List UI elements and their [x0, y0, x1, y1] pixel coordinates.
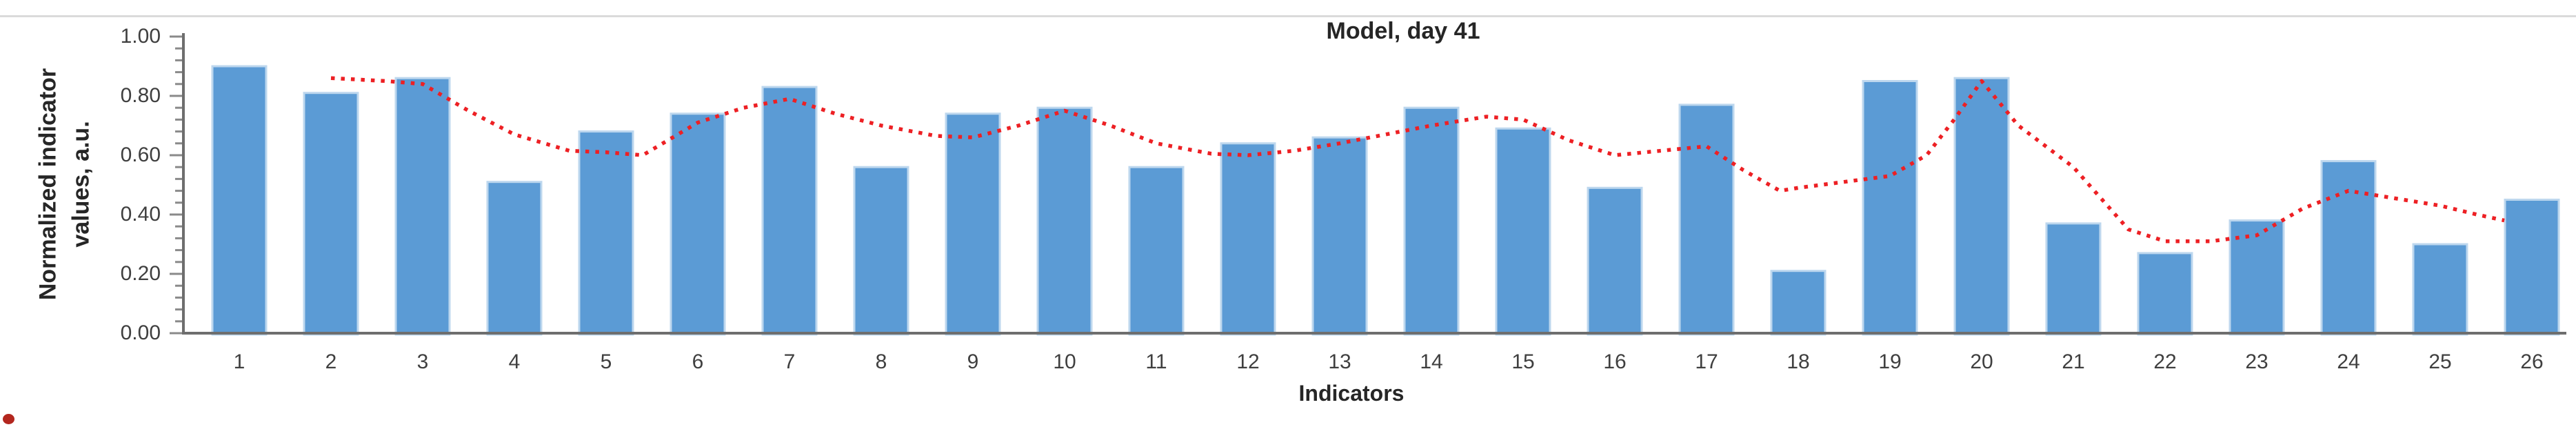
figure-top-border	[0, 15, 2576, 17]
bar-indicator-8	[853, 166, 909, 336]
y-tick-label-0.60: 0.60	[120, 143, 161, 166]
x-tick-label-3: 3	[416, 350, 429, 373]
x-tick-label-5: 5	[600, 350, 612, 373]
bar-indicator-22	[2137, 252, 2193, 336]
y-tick-label-0.20: 0.20	[120, 262, 161, 285]
bar-indicator-2	[303, 92, 359, 336]
trend-dotted-line	[330, 76, 2505, 244]
cropped-text-artifact	[3, 414, 14, 424]
bar-indicator-26	[2504, 199, 2560, 336]
x-tick-label-23: 23	[2245, 350, 2268, 373]
bar-indicator-7	[761, 86, 818, 336]
x-tick-label-22: 22	[2153, 350, 2177, 373]
x-tick-label-9: 9	[967, 350, 979, 373]
y-tick-label-0.80: 0.80	[120, 84, 161, 107]
x-tick-label-10: 10	[1053, 350, 1076, 373]
bar-indicator-20	[1953, 77, 2010, 336]
x-tick-label-26: 26	[2520, 350, 2544, 373]
bar-indicator-1	[211, 65, 268, 336]
bar-indicator-6	[670, 112, 726, 336]
bar-indicator-19	[1862, 80, 1918, 336]
x-tick-label-25: 25	[2428, 350, 2452, 373]
bar-indicator-15	[1495, 127, 1551, 336]
y-axis-label-line1: Normalized indicator	[34, 68, 61, 301]
bar-indicator-21	[2045, 222, 2102, 336]
bar-indicator-13	[1311, 136, 1368, 336]
x-tick-label-12: 12	[1236, 350, 1260, 373]
x-tick-label-15: 15	[1511, 350, 1535, 373]
y-tick-label-0.00: 0.00	[120, 321, 161, 344]
x-tick-label-1: 1	[233, 350, 245, 373]
x-tick-label-16: 16	[1603, 350, 1627, 373]
chart-title: Model, day 41	[1326, 18, 1480, 44]
x-tick-label-24: 24	[2337, 350, 2360, 373]
x-tick-label-21: 21	[2062, 350, 2085, 373]
x-tick-label-7: 7	[783, 350, 796, 373]
x-tick-label-11: 11	[1145, 350, 1167, 373]
x-tick-label-20: 20	[1970, 350, 1993, 373]
x-tick-label-13: 13	[1328, 350, 1351, 373]
bar-indicator-24	[2320, 160, 2377, 336]
y-tick-label-0.40: 0.40	[120, 203, 161, 226]
bar-indicator-4	[486, 181, 543, 336]
x-tick-label-6: 6	[692, 350, 704, 373]
x-tick-label-4: 4	[508, 350, 521, 373]
bar-indicator-14	[1403, 106, 1460, 336]
x-tick-label-17: 17	[1695, 350, 1718, 373]
x-tick-label-19: 19	[1878, 350, 1902, 373]
bar-indicator-25	[2412, 243, 2468, 336]
y-tick-label-1.00: 1.00	[120, 25, 161, 48]
x-axis-label: Indicators	[1298, 381, 1405, 406]
bar-indicator-9	[945, 112, 1001, 336]
bar-indicator-5	[578, 130, 634, 336]
bar-indicator-17	[1678, 103, 1735, 336]
bar-indicator-18	[1770, 270, 1827, 336]
bar-indicator-10	[1036, 106, 1093, 336]
x-tick-label-8: 8	[875, 350, 887, 373]
x-tick-label-18: 18	[1787, 350, 1810, 373]
bar-indicator-3	[394, 77, 451, 336]
bar-indicator-16	[1587, 186, 1643, 336]
bar-indicator-12	[1220, 142, 1276, 336]
x-tick-label-2: 2	[325, 350, 337, 373]
y-axis-label-line2: values, a.u.	[68, 121, 94, 248]
x-tick-label-14: 14	[1420, 350, 1443, 373]
bar-indicator-11	[1128, 166, 1185, 336]
